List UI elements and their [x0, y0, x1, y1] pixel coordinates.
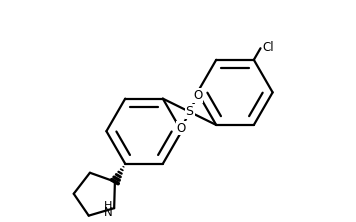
Text: O: O: [177, 122, 186, 135]
Text: O: O: [193, 89, 202, 102]
Text: S: S: [185, 105, 194, 118]
Text: H: H: [104, 201, 112, 211]
Text: Cl: Cl: [262, 41, 274, 54]
Text: N: N: [104, 206, 112, 219]
